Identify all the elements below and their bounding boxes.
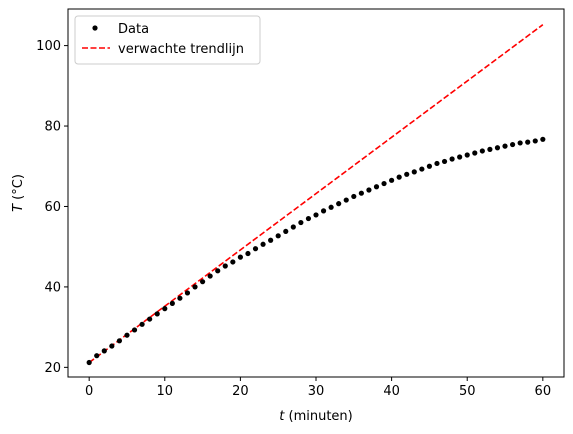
data-point: [525, 139, 531, 145]
x-axis: 0 10 20 30 40 50 60: [85, 377, 551, 399]
x-tick-label: 10: [157, 384, 174, 399]
x-axis-unit: (minuten): [284, 409, 352, 424]
data-point: [313, 212, 319, 218]
y-tick-label: 60: [44, 200, 61, 215]
data-point: [192, 284, 198, 290]
plot-marks: [86, 24, 546, 366]
data-point: [472, 150, 478, 156]
data-point: [532, 138, 538, 144]
data-point: [268, 237, 274, 243]
x-tick-label: 50: [459, 384, 476, 399]
y-tick-label: 80: [44, 120, 61, 135]
data-point: [426, 163, 433, 169]
x-tick-label: 0: [85, 384, 93, 399]
legend-data-marker: [92, 25, 98, 31]
data-point: [252, 246, 259, 252]
data-point: [260, 241, 266, 247]
data-point: [245, 250, 251, 257]
data-point: [479, 148, 485, 154]
data-point: [305, 215, 312, 222]
y-tick-label: 20: [44, 361, 61, 376]
data-point: [389, 177, 395, 183]
data-point: [298, 219, 304, 226]
data-point: [396, 174, 402, 180]
data-point: [540, 136, 546, 142]
data-point: [207, 273, 213, 279]
data-point: [464, 152, 470, 158]
data-point: [449, 156, 455, 162]
data-point: [328, 204, 334, 210]
data-point: [94, 353, 100, 359]
data-point: [215, 268, 221, 274]
data-point: [177, 295, 183, 301]
data-point: [381, 180, 387, 187]
x-tick-label: 60: [535, 384, 552, 399]
data-point: [320, 208, 327, 214]
y-tick-label: 100: [36, 39, 61, 54]
data-point: [509, 141, 516, 148]
data-point: [199, 279, 206, 285]
data-point: [222, 263, 228, 269]
data-point: [139, 321, 145, 327]
data-point: [358, 190, 364, 196]
x-tick-label: 40: [383, 384, 400, 399]
data-point: [502, 143, 508, 149]
data-point: [283, 228, 289, 235]
data-point: [116, 338, 123, 344]
data-point: [343, 197, 349, 203]
data-point: [109, 343, 115, 349]
y-axis: 20 40 60 80 100: [36, 39, 68, 376]
legend-trendline-label: verwachte trendlijn: [118, 42, 244, 57]
data-point: [169, 300, 175, 306]
data-point: [147, 316, 153, 322]
data-point: [154, 311, 160, 317]
legend: Data verwachte trendlijn: [74, 15, 261, 65]
x-axis-variable: t: [279, 409, 285, 424]
x-axis-label: t (minuten): [279, 409, 352, 424]
data-point: [351, 193, 357, 200]
data-point: [441, 158, 448, 165]
data-point: [373, 184, 380, 190]
legend-data-label: Data: [118, 22, 149, 37]
y-axis-label: T (°C): [11, 174, 26, 212]
data-point: [434, 160, 440, 167]
data-point: [275, 233, 281, 239]
x-tick-label: 30: [308, 384, 325, 399]
data-point: [494, 145, 501, 151]
data-point: [86, 359, 92, 366]
data-point: [230, 259, 236, 265]
legend-box: [74, 15, 261, 65]
x-tick-label: 20: [232, 384, 249, 399]
data-point: [517, 140, 523, 146]
y-axis-variable: T: [11, 203, 26, 212]
y-tick-label: 40: [44, 280, 61, 295]
data-point: [419, 166, 425, 172]
data-point: [131, 327, 138, 333]
data-point: [124, 332, 130, 338]
data-point: [237, 254, 243, 260]
data-point: [290, 224, 296, 230]
data-point: [366, 187, 372, 193]
data-point: [162, 306, 168, 312]
y-axis-unit: (°C): [11, 174, 26, 204]
data-point: [336, 201, 342, 207]
data-point: [184, 290, 191, 296]
data-point: [404, 171, 410, 177]
data-point: [487, 146, 493, 152]
data-point: [101, 348, 107, 354]
data-point: [457, 154, 463, 160]
data-point: [411, 169, 417, 175]
